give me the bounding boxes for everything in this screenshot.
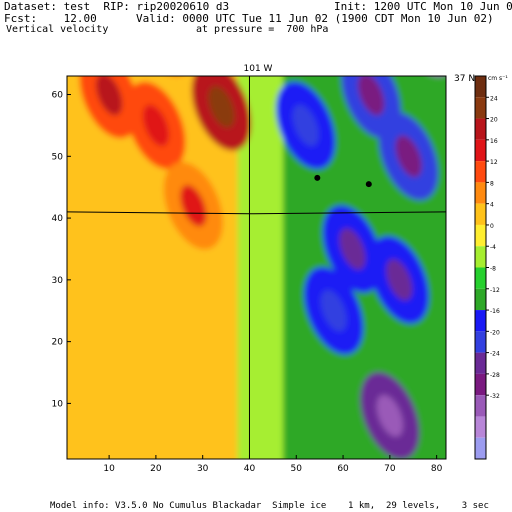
velocity-field	[49, 0, 446, 459]
field-cell-core	[208, 86, 235, 128]
y-tick-label: 10	[52, 399, 64, 409]
colorbar-swatch	[475, 182, 486, 204]
colorbar-swatch	[475, 139, 486, 162]
station-marker	[365, 181, 372, 188]
field-cell-core	[292, 104, 319, 147]
y-tick-label: 20	[52, 338, 64, 348]
y-tick-label: 30	[52, 276, 64, 286]
colorbar-label: 16	[490, 138, 498, 145]
x-tick-label: 20	[150, 464, 162, 474]
x-tick-label: 70	[384, 464, 396, 474]
field-cell-core	[376, 394, 403, 437]
y-tick-label: 40	[52, 214, 64, 224]
colorbar-swatch	[475, 76, 486, 98]
field-cell-core	[142, 104, 170, 147]
field-cell-core	[147, 8, 184, 57]
colorbar-swatch	[475, 288, 486, 311]
field-name-label: Vertical velocity	[6, 24, 109, 35]
colorbar-label: 12	[490, 159, 498, 166]
x-tick-label: 40	[244, 464, 256, 474]
colorbar-swatch	[475, 224, 486, 247]
colorbar-swatch	[475, 416, 486, 438]
station-marker	[314, 174, 321, 181]
colorbar-label: -4	[490, 244, 496, 251]
colorbar-label: 24	[490, 95, 498, 102]
colorbar-label: -8	[490, 266, 496, 273]
forecast-hour-label: Fcst: 12.00	[4, 12, 97, 25]
field-cell-core	[409, 8, 446, 57]
colorbar-swatch	[475, 246, 486, 268]
colorbar-swatch	[475, 395, 486, 417]
colorbar-swatch	[475, 118, 486, 140]
field-cell	[397, 76, 446, 77]
y-tick-label: 60	[52, 91, 64, 101]
colorbar-label: 20	[490, 117, 498, 124]
dataset-label: Dataset: test RIP: rip20020610 d3	[4, 0, 230, 13]
colorbar-label: -32	[490, 393, 500, 400]
colorbar-swatch	[475, 97, 486, 119]
valid-time-label: Valid: 0000 UTC Tue 11 Jun 02 (1900 CDT …	[136, 12, 494, 25]
model-info-label: Model info: V3.5.0 No Cumulus Blackadar …	[50, 501, 489, 511]
colorbar-label: -24	[490, 351, 500, 358]
field-cell-core	[358, 76, 385, 116]
colorbar-label: 4	[490, 202, 494, 209]
colorbar-swatch	[475, 373, 486, 396]
y-tick-label: 50	[52, 152, 64, 162]
colorbar-swatch	[475, 352, 486, 374]
colorbar-label: -16	[490, 308, 500, 315]
field-cell	[49, 0, 132, 54]
colorbar-label: -20	[490, 329, 500, 336]
field-cell-core	[386, 259, 413, 301]
colorbar-unit-label: cm s⁻¹	[488, 75, 508, 82]
x-tick-label: 10	[103, 464, 115, 474]
plot-frame	[66, 75, 447, 460]
colorbar-swatch	[475, 331, 486, 353]
pressure-level-label: at pressure = 700 hPa	[196, 24, 329, 35]
colorbar-label: -28	[490, 372, 500, 379]
colorbar-swatch	[475, 203, 486, 225]
colorbar-swatch	[475, 437, 486, 459]
x-tick-label: 30	[197, 464, 209, 474]
field-cell-core	[395, 135, 422, 178]
field-cell-core	[95, 76, 123, 116]
colorbar-label: 0	[490, 223, 494, 230]
meridian-label: 101 W	[244, 64, 273, 74]
parallel-line	[66, 211, 447, 215]
colorbar-label: -12	[490, 287, 500, 294]
colorbar-swatch	[475, 267, 486, 289]
x-tick-label: 50	[291, 464, 303, 474]
x-tick-label: 60	[337, 464, 349, 474]
parallel-label: 37 N	[454, 74, 475, 84]
field-cell-core	[72, 0, 109, 26]
colorbar-swatch	[475, 310, 486, 332]
field-cell-core	[320, 289, 347, 332]
colorbar-label: 8	[490, 180, 494, 187]
field-cell	[135, 76, 195, 77]
init-time-label: Init: 1200 UTC Mon 10 Jun 02	[334, 0, 512, 13]
field-cell-core	[339, 228, 366, 270]
field-cell-core	[180, 184, 207, 227]
x-tick-label: 80	[431, 464, 443, 474]
colorbar-swatch	[475, 161, 486, 183]
